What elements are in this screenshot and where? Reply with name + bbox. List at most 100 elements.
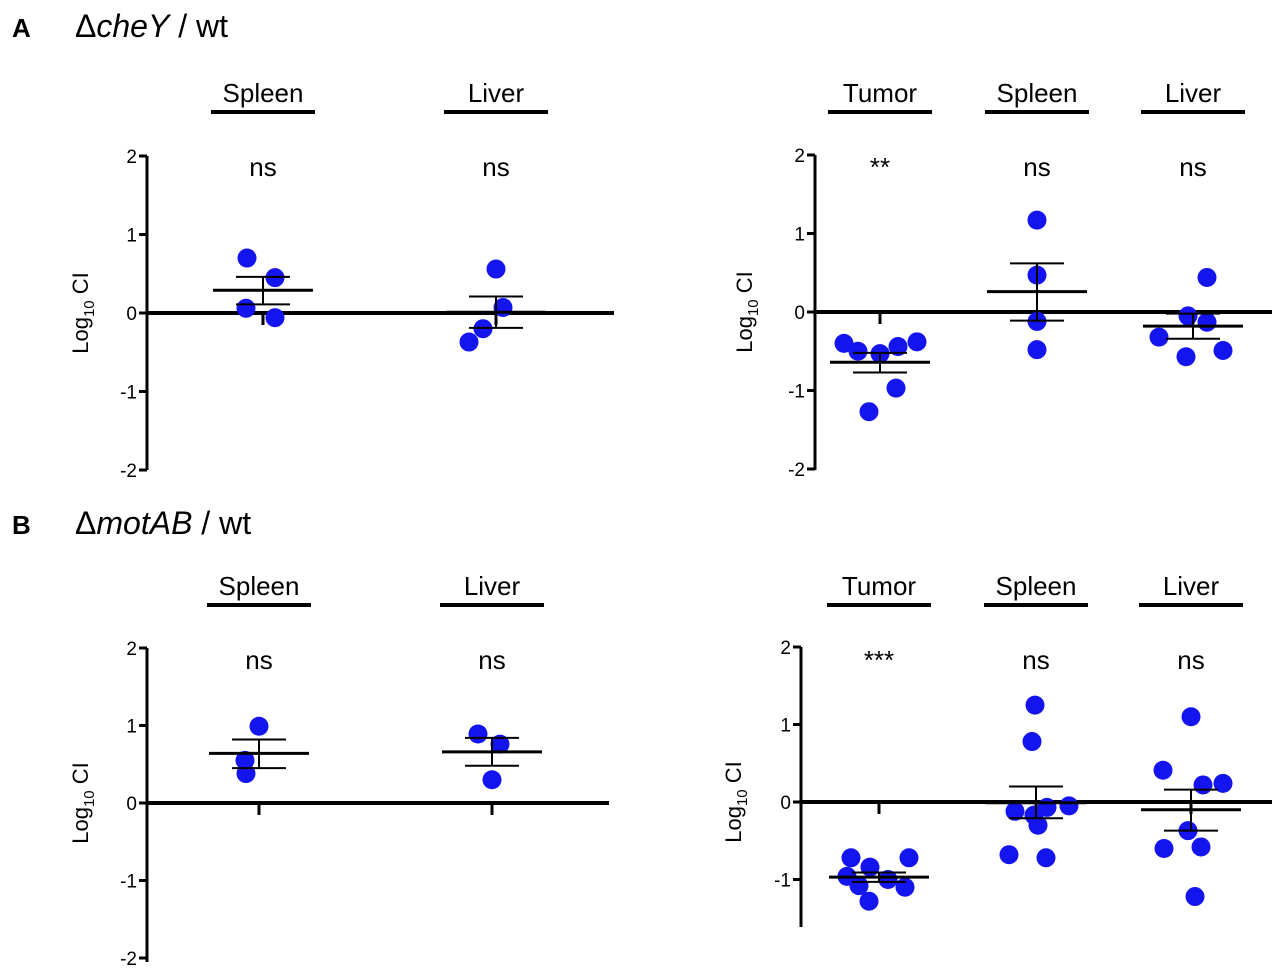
group-label: Spleen: [996, 571, 1077, 601]
group-label: Liver: [1163, 571, 1220, 601]
y-tick-label: -2: [120, 461, 137, 482]
panel-a-delta: Δ: [75, 8, 97, 44]
data-point: [848, 341, 868, 361]
panel-a-letter: A: [12, 13, 31, 43]
y-axis-label: Log10 CI: [68, 762, 98, 844]
data-point: [1181, 707, 1201, 727]
data-point: [1027, 340, 1047, 360]
significance-label: **: [870, 152, 890, 182]
y-axis-label-tail: CI: [68, 762, 93, 790]
y-tick-label: 0: [794, 303, 805, 324]
y-tick-label: 0: [126, 304, 137, 325]
significance-label: ns: [478, 645, 505, 675]
data-point: [1154, 839, 1174, 858]
y-tick-label: -1: [774, 871, 791, 892]
data-point: [468, 724, 488, 744]
data-point: [1149, 327, 1169, 347]
data-point: [860, 857, 880, 877]
data-point: [907, 332, 927, 352]
y-tick-label: 0: [780, 793, 791, 814]
y-axis-label-sub: 10: [81, 300, 98, 317]
data-point: [490, 734, 510, 754]
data-point: [486, 259, 506, 279]
data-point: [482, 770, 502, 790]
y-tick-label: 0: [126, 794, 137, 815]
data-point: [1036, 848, 1056, 868]
data-point: [888, 337, 908, 357]
significance-label: ns: [1177, 645, 1204, 675]
data-point: [999, 845, 1019, 865]
data-point: [459, 332, 479, 352]
data-point: [1028, 815, 1048, 835]
data-point: [1022, 732, 1042, 752]
data-point: [236, 298, 256, 318]
group-label: Spleen: [219, 571, 300, 601]
group-label: Liver: [1165, 78, 1222, 108]
y-axis-label-tail: CI: [68, 272, 93, 300]
panel-a-title: ΔcheY / wt: [75, 8, 228, 45]
y-tick-label: -1: [120, 383, 137, 404]
data-point: [886, 378, 906, 398]
y-tick-label: 2: [794, 146, 805, 167]
y-tick-label: 2: [126, 147, 137, 168]
y-tick-label: 1: [780, 716, 791, 737]
group-label: Spleen: [997, 78, 1078, 108]
data-point: [1193, 775, 1213, 795]
group-label: Liver: [468, 78, 525, 108]
group-label: Tumor: [843, 78, 917, 108]
data-point: [834, 333, 854, 353]
y-tick-label: 2: [126, 639, 137, 660]
data-point: [1153, 760, 1173, 780]
data-point: [878, 870, 898, 889]
data-point: [899, 848, 919, 868]
significance-label: ns: [245, 645, 272, 675]
data-point: [1059, 796, 1079, 816]
y-axis-label: Log10 CI: [721, 761, 751, 843]
data-point: [1197, 312, 1217, 332]
data-point: [1213, 340, 1233, 360]
panel-b-delta: Δ: [75, 505, 97, 541]
significance-label: ns: [249, 152, 276, 182]
significance-label: ***: [864, 645, 894, 675]
y-tick-label: 1: [126, 717, 137, 738]
y-axis-label-tail: CI: [721, 761, 746, 789]
data-point: [249, 716, 269, 736]
data-point: [859, 402, 879, 422]
y-axis-label-sub: 10: [745, 299, 762, 316]
y-axis-label-main: Log: [732, 316, 757, 353]
significance-label: ns: [482, 152, 509, 182]
data-point: [1178, 306, 1198, 326]
data-point: [895, 877, 915, 897]
data-point: [841, 848, 861, 868]
y-axis-label-main: Log: [68, 807, 93, 844]
y-tick-label: 2: [780, 638, 791, 659]
y-tick-label: -1: [788, 382, 805, 403]
y-axis-label-main: Log: [68, 317, 93, 354]
data-point: [265, 308, 285, 328]
group-label: Spleen: [223, 78, 304, 108]
panel-b-suffix: / wt: [192, 505, 252, 541]
y-axis-label: Log10 CI: [732, 271, 762, 353]
y-tick-label: -2: [788, 460, 805, 481]
data-point: [236, 764, 256, 784]
y-tick-label: -2: [120, 949, 137, 970]
data-point: [1176, 347, 1196, 367]
y-tick-label: 1: [126, 226, 137, 247]
data-point: [237, 248, 257, 268]
data-point: [1025, 695, 1045, 715]
panel-a-suffix: / wt: [169, 8, 228, 44]
significance-label: ns: [1022, 645, 1049, 675]
data-point: [1027, 210, 1047, 230]
data-point: [859, 891, 879, 911]
data-point: [1213, 773, 1233, 793]
data-point: [1185, 887, 1205, 907]
group-label: Tumor: [842, 571, 916, 601]
y-tick-label: 1: [794, 225, 805, 246]
panel-b-title: ΔmotAB / wt: [75, 505, 251, 542]
y-axis-label-tail: CI: [732, 271, 757, 299]
y-axis-label-sub: 10: [734, 789, 751, 806]
